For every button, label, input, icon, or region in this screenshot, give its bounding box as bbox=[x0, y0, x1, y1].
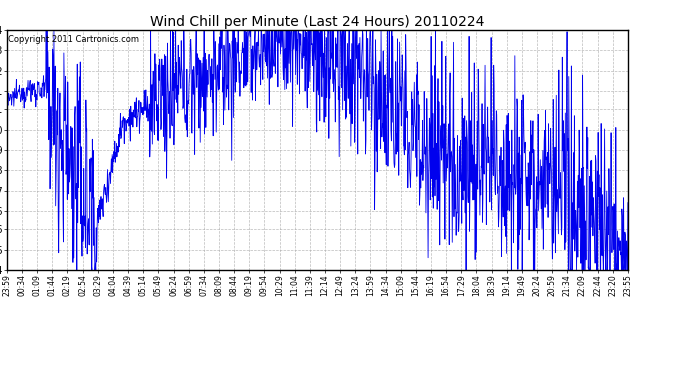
Title: Wind Chill per Minute (Last 24 Hours) 20110224: Wind Chill per Minute (Last 24 Hours) 20… bbox=[150, 15, 484, 29]
Text: Copyright 2011 Cartronics.com: Copyright 2011 Cartronics.com bbox=[8, 35, 139, 44]
